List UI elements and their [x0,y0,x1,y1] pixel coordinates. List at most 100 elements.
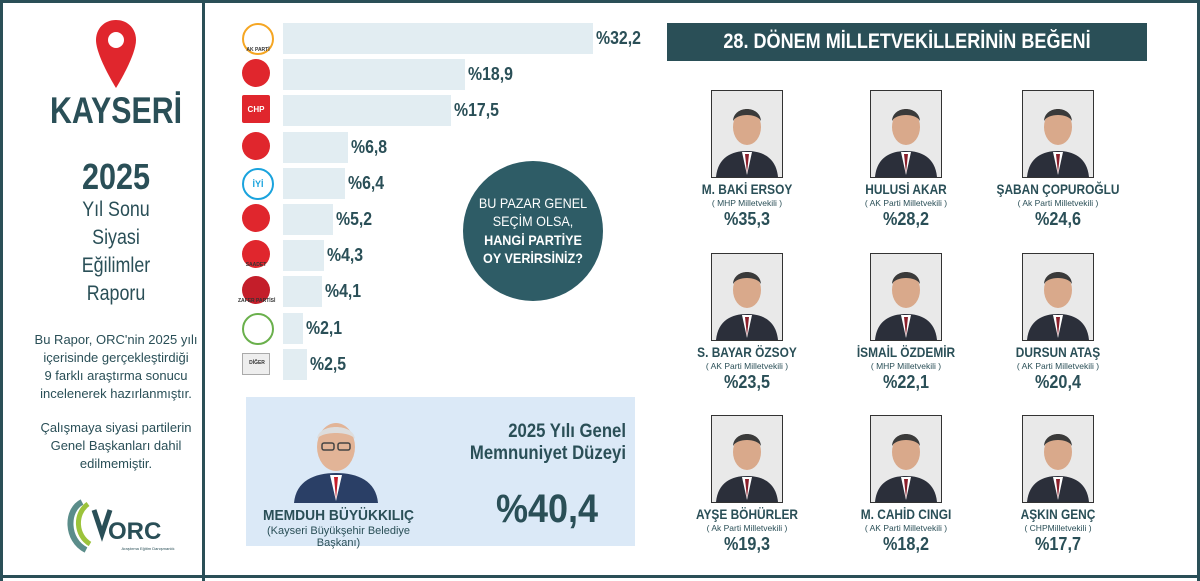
mp-photo [870,253,942,341]
orc-logo-subtext: Araştırma Eğitim Danışmanlık [121,546,175,551]
bar-value-label: %5,2 [336,209,373,229]
left-panel: KAYSERİ 2025 Yıl Sonu Siyasi Eğilimler R… [28,8,204,568]
city-name: KAYSERİ [49,90,183,131]
mp-section-title-text: 28. DÖNEM MİLLETVEKİLLERİNİN BEĞENİ DÜZE… [723,30,1091,91]
party-logo-text: ZAFER PARTİSİ [238,298,276,305]
mp-photo [1022,415,1094,503]
party-logo-5 [242,204,270,232]
mp-name: AYŞE BÖHÜRLER [695,506,799,522]
mayor-photo [294,423,378,503]
party-logo-4: İYİ [242,167,274,200]
frame-border-right [1197,0,1200,581]
mayor-role: (Kayseri Büyükşehir Belediye Başkanı) [266,525,411,549]
mp-approval-value: %19,3 [724,534,770,554]
mp-photo [711,90,783,178]
party-logo-0: AK PARTİ [242,23,274,55]
mp-approval-value: %23,5 [724,372,770,392]
mp-name: HULUSİ AKAR [865,181,947,197]
mp-card: HULUSİ AKAR( AK Parti Milletvekili ) %28,… [831,90,981,240]
mp-name: M. BAKİ ERSOY [701,181,793,197]
mp-approval-value: %35,3 [724,209,770,229]
report-title-line: Raporu [86,282,146,305]
mp-card: S. BAYAR ÖZSOY( AK Parti Milletvekili )%… [672,253,822,403]
frame-border-left [0,0,3,581]
party-logo-7: ZAFER PARTİSİ [238,276,275,305]
party-logo-text: SAADET [245,262,267,269]
bar-value-label: %17,5 [454,100,500,121]
mp-photo [711,415,783,503]
question-line: SEÇİM OLSA, [492,213,574,229]
bar-value-label: %2,1 [306,317,343,338]
mp-approval-value: %28,2 [883,209,929,229]
mp-role: ( AK Parti Milletvekili ) [705,361,789,371]
mp-card: DURSUN ATAŞ( AK Parti Milletvekili ) %20,… [983,253,1133,403]
mp-approval-value: %22,1 [883,372,929,392]
bar [283,348,308,380]
party-logo-text: DİĞER [249,359,265,366]
bar [283,59,465,91]
note-line: Genel Başkanları dahil [50,438,182,453]
orc-logo: ORC Araştırma Eğitim Danışmanlık [64,496,174,561]
bar [283,204,334,235]
mp-name: ŞABAN ÇOPUROĞLU [996,181,1120,197]
mp-card: M. BAKİ ERSOY( MHP Milletvekili ) %35,3 [672,90,822,240]
question-line: OY VERİRSİNİZ? [483,250,583,266]
question-line: HANGİ PARTİYE [484,232,582,248]
bar [283,23,593,54]
question-line: BU PAZAR GENEL [478,195,588,211]
satisfaction-title-line: Memnuniyet Düzeyi [469,443,626,464]
party-logo-9: DİĞER [242,352,270,375]
orc-logo-text: ORC [108,518,162,545]
description-line: incelenerek hazırlanmıştır. [40,386,192,401]
mp-role: ( AK Parti Milletvekili ) [864,198,948,208]
bar [283,131,349,163]
bar-value-label: %6,8 [351,136,388,157]
party-logo-8 [242,312,274,345]
mp-photo [870,90,942,178]
bar [283,167,345,199]
party-logo-text: İYİ [252,178,264,189]
party-logo-text: AK PARTİ [246,47,270,53]
description-line: 9 farklı araştırma sonucu [44,368,188,383]
location-pin-icon [96,20,136,88]
mp-card: M. CAHİD CINGI( AK Parti Milletvekili )%… [831,415,981,565]
party-logo-text: CHP [247,105,265,115]
mp-name: İSMAİL ÖZDEMİR [856,344,956,360]
bar [283,276,323,308]
mp-role: ( AK Parti Milletvekili ) [864,523,948,533]
mp-role: ( CHPMilletvekili ) [1024,523,1092,533]
mp-role: ( AK Parti Milletvekili ) [1016,361,1100,371]
bar-value-label: %4,3 [327,245,364,266]
satisfaction-value: %40,4 [496,487,599,531]
description-line: içerisinde gerçekleştirdiği [43,350,189,365]
mp-role: ( Ak Parti Milletvekili ) [1017,198,1099,208]
question-circle: BU PAZAR GENEL SEÇİM OLSA, HANGİ PARTİYE… [463,161,603,301]
mp-card: İSMAİL ÖZDEMİR( MHP Milletvekili ) %22,1 [831,253,981,403]
mp-card: ŞABAN ÇOPUROĞLU( Ak Parti Milletvekili )… [983,90,1133,240]
mp-role: ( MHP Milletvekili ) [711,198,783,208]
party-logo-1 [242,59,270,88]
bar [283,240,325,272]
panel-divider [202,0,205,581]
bar-value-label: %32,2 [596,28,641,48]
note-line: edilmemiştir. [79,456,153,471]
note-line: Çalışmaya siyasi partilerin [40,420,192,435]
mayor-name: MEMDUH BÜYÜKKILIÇ [262,507,415,524]
description-line: Bu Rapor, ORC'nin 2025 yılı [34,332,198,347]
mp-name: DURSUN ATAŞ [1015,344,1101,360]
mp-photo [1022,90,1094,178]
mp-section-title: 28. DÖNEM MİLLETVEKİLLERİNİN BEĞENİ DÜZE… [667,23,1147,91]
bar-value-label: %4,1 [325,281,362,302]
mp-approval-value: %24,6 [1035,209,1081,229]
satisfaction-title-line: 2025 Yılı Genel [508,421,626,442]
report-year: 2025 [81,156,151,197]
mp-card: AŞKIN GENÇ( CHPMilletvekili ) %17,7 [983,415,1133,565]
mp-role: ( MHP Milletvekili ) [870,361,942,371]
mayor-satisfaction-box: 2025 Yılı Genel Memnuniyet Düzeyi %40,4 … [246,397,635,549]
bar [283,95,452,127]
frame-border-top [0,0,1200,3]
frame-border-bottom [0,575,1200,578]
mp-role: ( Ak Parti Milletvekili ) [706,523,788,533]
mp-name: M. CAHİD CINGI [860,506,952,522]
